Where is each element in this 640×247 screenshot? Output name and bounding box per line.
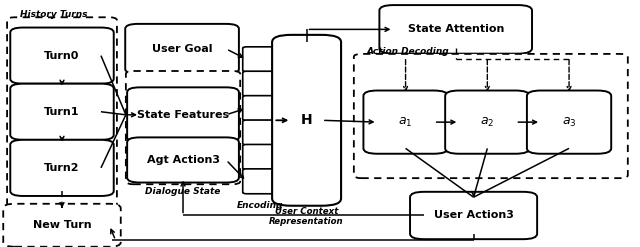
Text: Dialogue State: Dialogue State — [145, 187, 221, 196]
Text: Encoding: Encoding — [237, 201, 284, 210]
Text: History Turns: History Turns — [20, 10, 87, 19]
Text: User Action3: User Action3 — [434, 210, 513, 221]
Text: Turn2: Turn2 — [44, 163, 80, 173]
FancyBboxPatch shape — [243, 144, 277, 169]
Text: User Context
Representation: User Context Representation — [269, 207, 344, 226]
FancyBboxPatch shape — [354, 54, 628, 178]
Text: H: H — [301, 113, 312, 127]
FancyBboxPatch shape — [243, 71, 277, 96]
Text: State Attention: State Attention — [408, 24, 504, 34]
FancyBboxPatch shape — [243, 120, 277, 145]
FancyBboxPatch shape — [127, 137, 239, 183]
Text: Turn1: Turn1 — [44, 107, 80, 117]
FancyBboxPatch shape — [527, 90, 611, 154]
FancyBboxPatch shape — [445, 90, 529, 154]
Text: State Features: State Features — [137, 110, 229, 120]
FancyBboxPatch shape — [127, 87, 239, 142]
Text: Turn0: Turn0 — [44, 51, 80, 61]
Text: $a_1$: $a_1$ — [398, 116, 413, 129]
Text: User Goal: User Goal — [152, 44, 212, 54]
FancyBboxPatch shape — [125, 24, 239, 74]
FancyBboxPatch shape — [243, 96, 277, 121]
FancyBboxPatch shape — [10, 84, 114, 140]
Text: $a_2$: $a_2$ — [480, 116, 495, 129]
FancyBboxPatch shape — [410, 192, 537, 239]
Text: Action Decoding: Action Decoding — [367, 47, 449, 56]
FancyBboxPatch shape — [272, 35, 341, 206]
FancyBboxPatch shape — [7, 17, 117, 223]
FancyBboxPatch shape — [10, 28, 114, 84]
FancyBboxPatch shape — [364, 90, 448, 154]
Text: $a_3$: $a_3$ — [562, 116, 577, 129]
Text: New Turn: New Turn — [33, 220, 92, 230]
Text: Agt Action3: Agt Action3 — [147, 155, 220, 165]
FancyBboxPatch shape — [10, 140, 114, 196]
FancyBboxPatch shape — [3, 204, 121, 247]
FancyBboxPatch shape — [243, 47, 277, 72]
FancyBboxPatch shape — [243, 169, 277, 194]
FancyBboxPatch shape — [380, 5, 532, 54]
FancyBboxPatch shape — [126, 71, 240, 184]
